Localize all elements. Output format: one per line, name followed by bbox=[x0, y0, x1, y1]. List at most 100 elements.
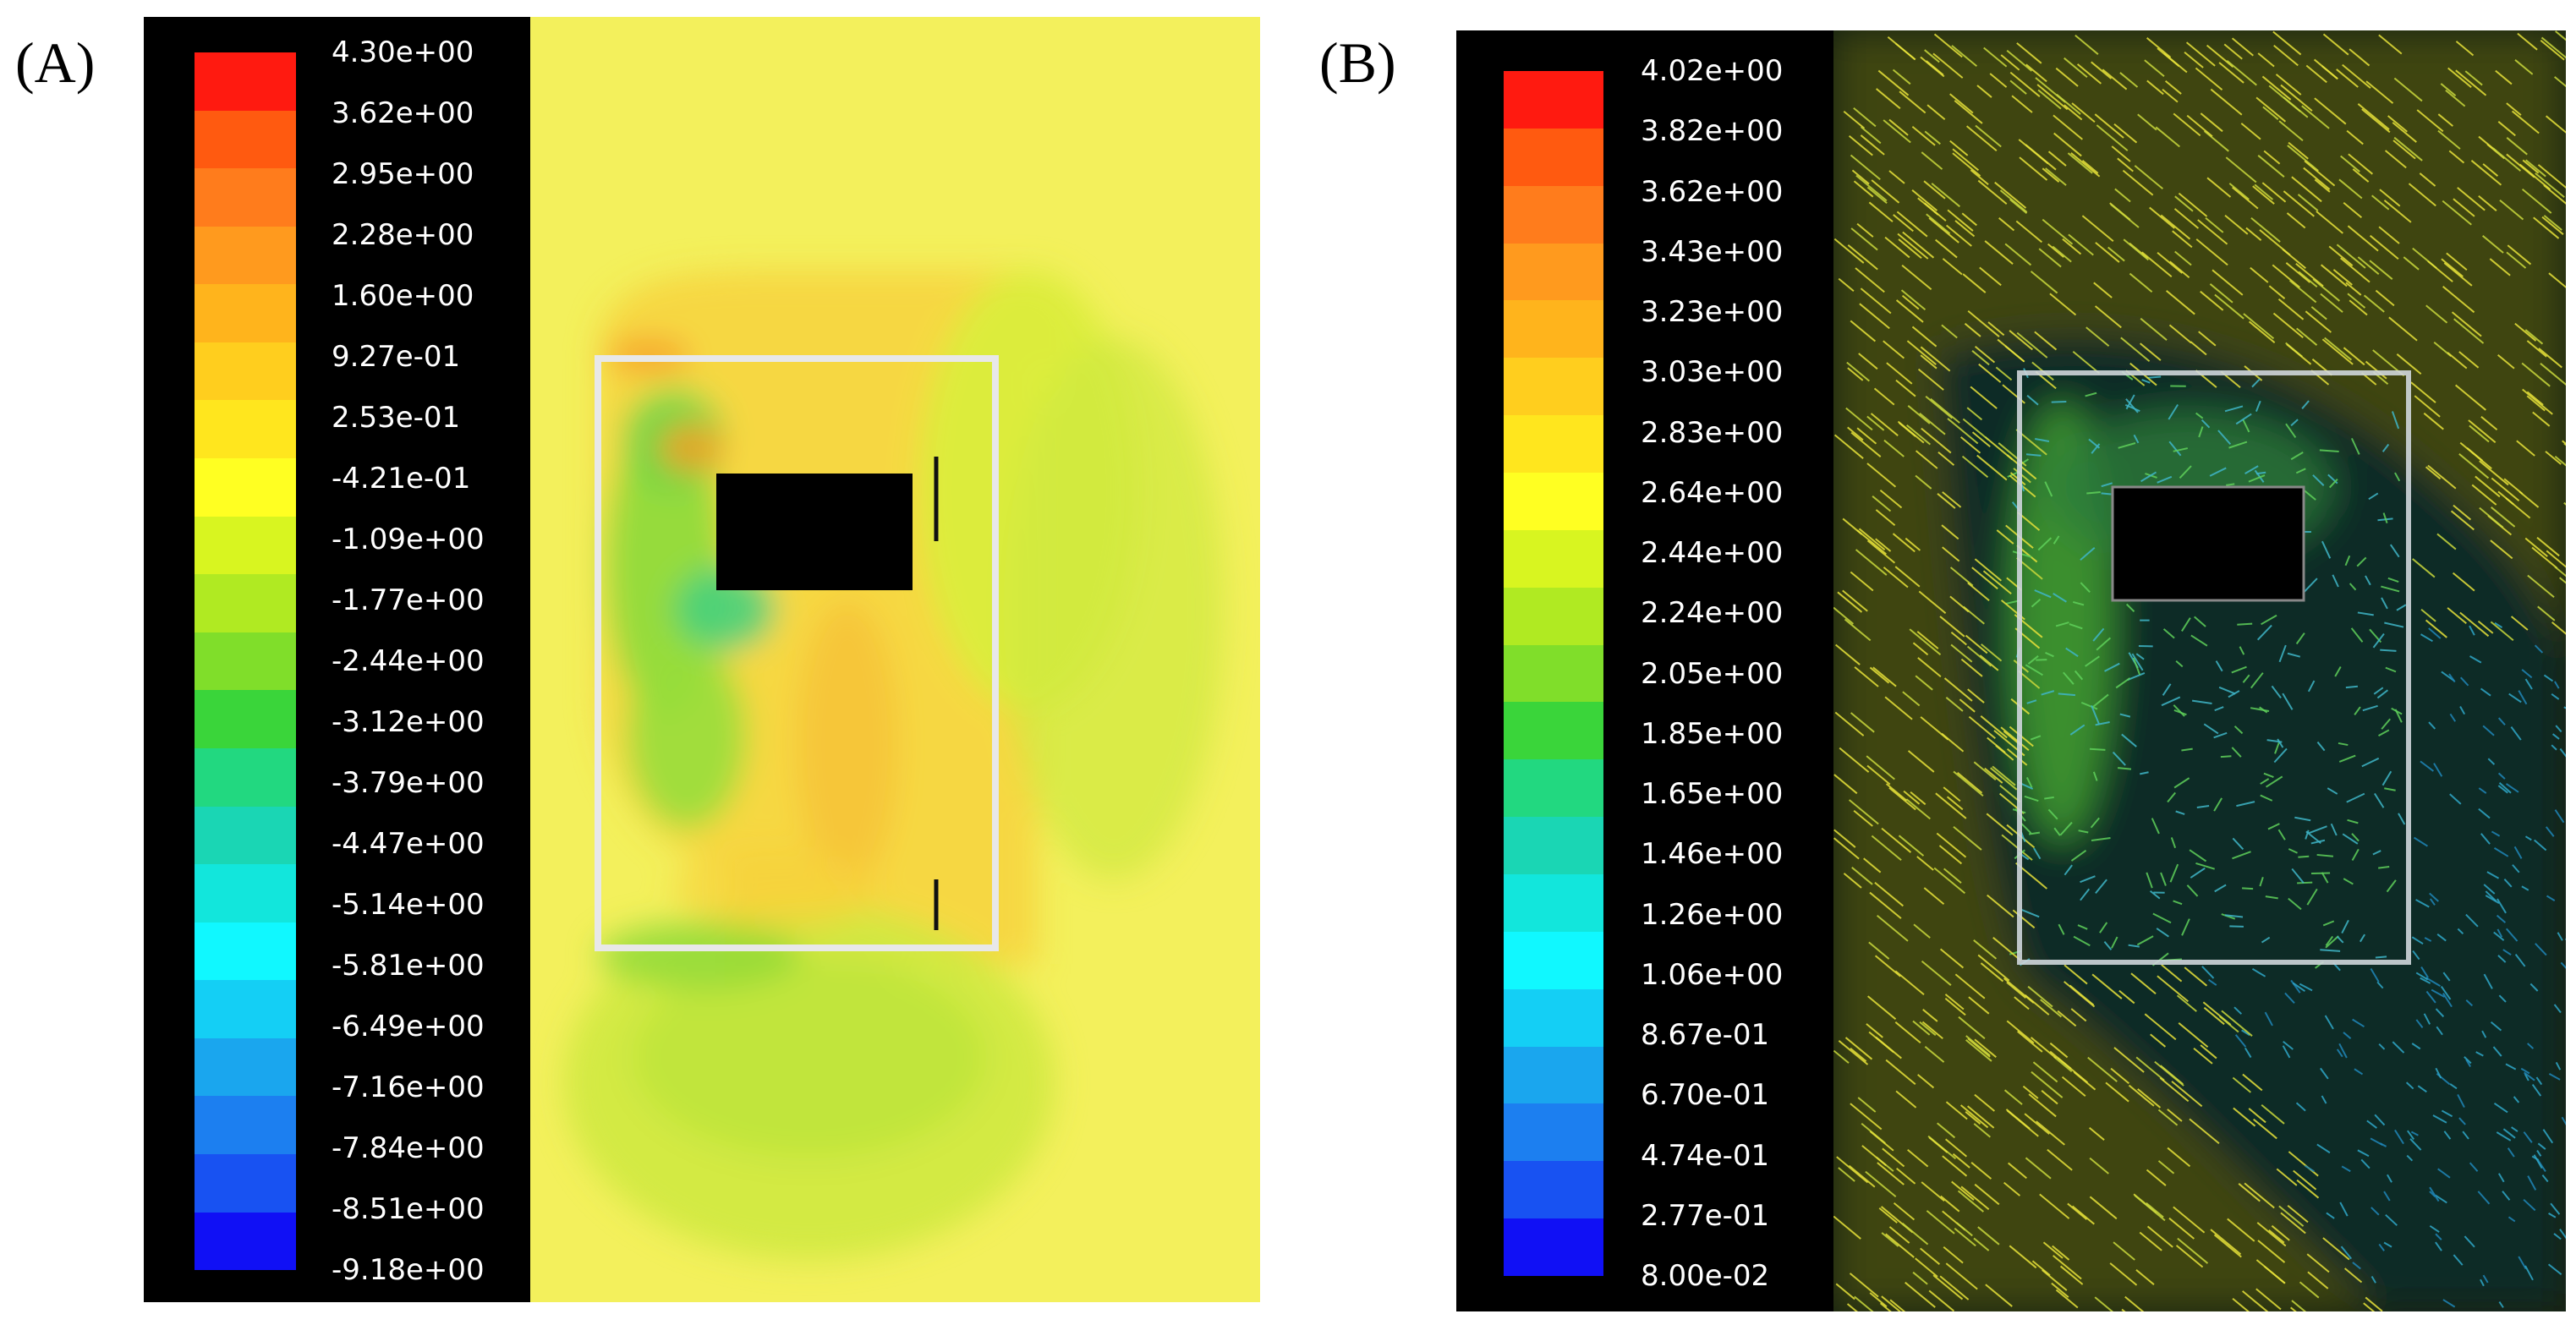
velocity-vector bbox=[2378, 1043, 2386, 1050]
velocity-vector bbox=[1989, 73, 2008, 88]
velocity-vector bbox=[2551, 693, 2560, 700]
velocity-vector bbox=[2176, 994, 2197, 1012]
velocity-vector bbox=[2185, 41, 2216, 67]
velocity-vector bbox=[2278, 120, 2304, 141]
velocity-vector bbox=[2478, 808, 2491, 819]
velocity-vector bbox=[2053, 1255, 2082, 1280]
velocity-vector bbox=[2332, 574, 2339, 588]
legend-swatch bbox=[1504, 759, 1603, 818]
velocity-vector bbox=[2218, 62, 2244, 84]
velocity-vector bbox=[2436, 533, 2457, 550]
velocity-vector bbox=[2241, 887, 2254, 890]
velocity-vector bbox=[2489, 258, 2511, 276]
velocity-vector bbox=[1860, 287, 1892, 315]
velocity-vector bbox=[2006, 49, 2033, 72]
velocity-vector bbox=[2087, 1056, 2118, 1082]
velocity-vector bbox=[2068, 233, 2094, 256]
legend-tick-label: 1.85e+00 bbox=[1641, 716, 1784, 751]
velocity-vector bbox=[2305, 830, 2321, 845]
velocity-vector bbox=[2393, 77, 2423, 102]
legend-swatch bbox=[1504, 1103, 1603, 1162]
velocity-vector bbox=[2559, 1229, 2566, 1240]
velocity-vector bbox=[2406, 1154, 2414, 1162]
velocity-vector bbox=[1892, 68, 1911, 85]
velocity-vector bbox=[2231, 665, 2247, 674]
velocity-vector bbox=[1979, 654, 1999, 671]
velocity-vector bbox=[2209, 467, 2227, 477]
velocity-vector bbox=[2248, 474, 2266, 483]
velocity-vector bbox=[2297, 881, 2313, 884]
velocity-vector bbox=[2237, 622, 2253, 626]
velocity-vector bbox=[1966, 1105, 1995, 1129]
legend-swatch bbox=[1504, 415, 1603, 474]
velocity-vector bbox=[1843, 873, 1862, 889]
velocity-vector bbox=[2167, 1109, 2183, 1122]
velocity-vector bbox=[2356, 556, 2367, 567]
legend-swatch bbox=[195, 690, 296, 748]
velocity-vector bbox=[2025, 664, 2043, 676]
velocity-vector bbox=[2343, 1032, 2352, 1040]
velocity-vector bbox=[1917, 1074, 1935, 1089]
velocity-vector bbox=[2167, 1147, 2191, 1168]
velocity-vector bbox=[2233, 1107, 2256, 1127]
velocity-vector bbox=[1961, 212, 1977, 227]
velocity-vector bbox=[2316, 853, 2333, 857]
velocity-vector bbox=[2047, 151, 2067, 167]
legend-tick-label: -5.81e+00 bbox=[332, 949, 485, 983]
velocity-vector bbox=[2379, 189, 2401, 207]
velocity-vector bbox=[2499, 200, 2524, 221]
velocity-vector bbox=[2267, 823, 2280, 830]
velocity-vector bbox=[2378, 729, 2390, 736]
velocity-vector bbox=[2457, 187, 2486, 211]
velocity-vector bbox=[2074, 670, 2084, 681]
velocity-vector bbox=[2195, 67, 2223, 91]
velocity-vector bbox=[2283, 190, 2315, 217]
velocity-vector bbox=[2282, 693, 2294, 710]
velocity-vector bbox=[2514, 59, 2534, 75]
velocity-vector bbox=[2342, 833, 2359, 845]
velocity-vector bbox=[2218, 1016, 2239, 1033]
velocity-vector bbox=[2384, 787, 2396, 791]
velocity-vector bbox=[2354, 706, 2361, 715]
velocity-vector bbox=[2208, 978, 2217, 986]
velocity-vector bbox=[2016, 42, 2042, 64]
velocity-vector bbox=[2092, 771, 2098, 781]
velocity-vector bbox=[2125, 603, 2135, 612]
velocity-vector bbox=[1834, 711, 1865, 736]
velocity-vector bbox=[2412, 950, 2420, 961]
velocity-vector bbox=[1866, 539, 1896, 564]
velocity-vector bbox=[1965, 1039, 1992, 1062]
velocity-vector bbox=[2288, 897, 2302, 911]
velocity-vector bbox=[2339, 1202, 2349, 1217]
velocity-vector bbox=[2415, 1019, 2424, 1028]
velocity-vector bbox=[2252, 185, 2275, 205]
velocity-vector bbox=[2514, 322, 2537, 342]
velocity-vector bbox=[2459, 706, 2466, 715]
velocity-vector bbox=[2543, 674, 2554, 682]
velocity-vector bbox=[2336, 68, 2359, 88]
velocity-vector bbox=[2125, 398, 2139, 413]
velocity-vector bbox=[1850, 1103, 1883, 1131]
velocity-vector bbox=[2497, 353, 2515, 370]
velocity-vector bbox=[2231, 747, 2242, 758]
velocity-vector bbox=[2346, 129, 2364, 145]
velocity-vector bbox=[2065, 647, 2079, 658]
velocity-vector bbox=[1838, 277, 1855, 293]
velocity-vector bbox=[1915, 675, 1933, 691]
velocity-vector bbox=[2494, 621, 2503, 628]
velocity-vector bbox=[2168, 324, 2192, 344]
velocity-vector bbox=[1833, 1215, 1861, 1240]
velocity-vector bbox=[2455, 41, 2475, 57]
velocity-vector bbox=[1967, 582, 1990, 602]
velocity-vector bbox=[2490, 621, 2514, 642]
velocity-vector bbox=[2423, 412, 2444, 430]
velocity-vector bbox=[2047, 808, 2058, 820]
velocity-vector bbox=[2141, 251, 2173, 278]
velocity-vector bbox=[1885, 1233, 1915, 1258]
legend-ticks-a: 4.30e+00 3.62e+00 2.95e+00 2.28e+00 1.60e+00… bbox=[332, 37, 528, 1285]
velocity-vector bbox=[1971, 567, 1998, 590]
velocity-vector bbox=[1833, 606, 1855, 625]
velocity-vector bbox=[2538, 348, 2562, 369]
velocity-vector bbox=[2559, 747, 2566, 758]
velocity-vector bbox=[1859, 303, 1890, 330]
